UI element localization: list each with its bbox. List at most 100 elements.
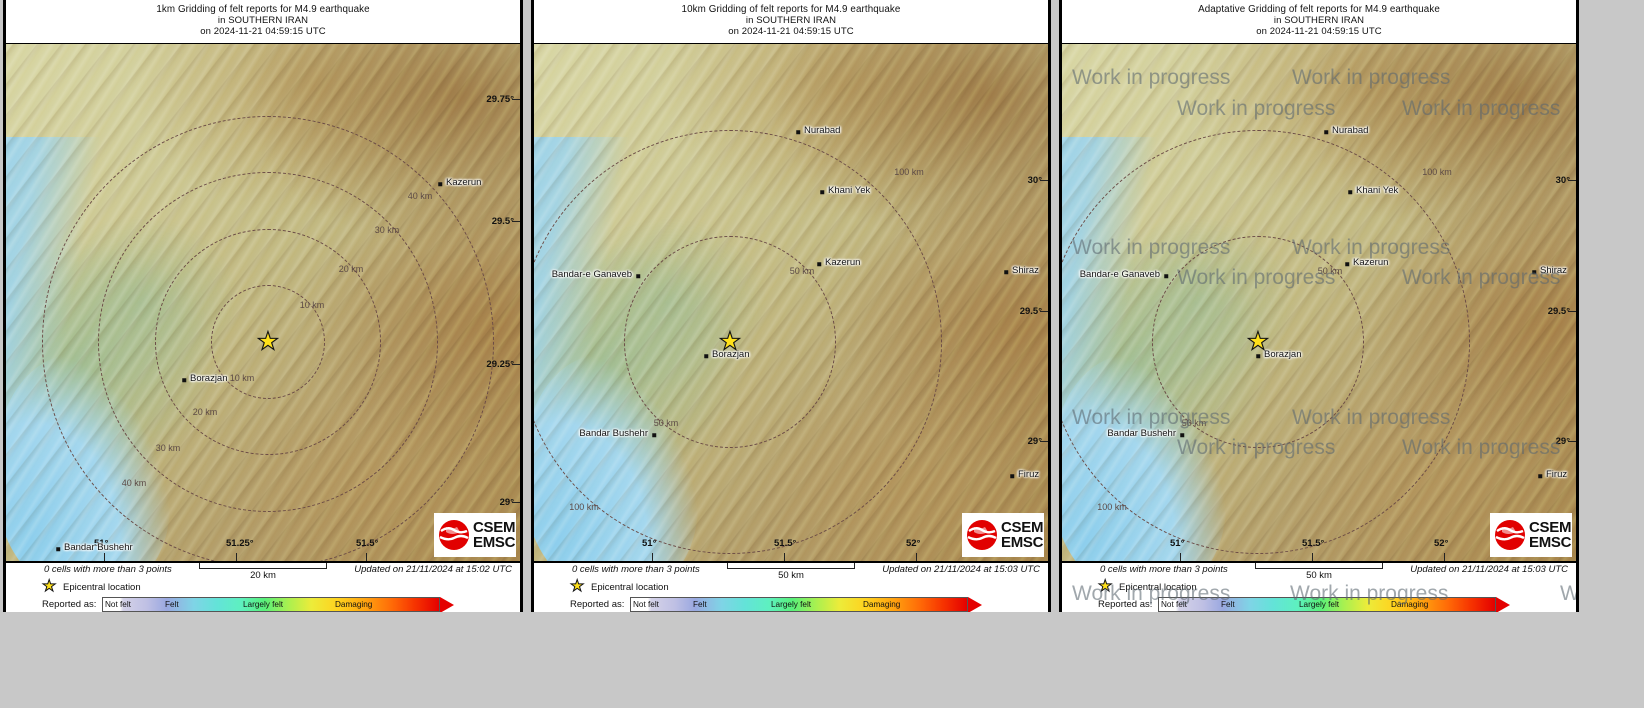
lat-tick-mark [512, 502, 520, 503]
distance-ring-label: 100 km [1422, 167, 1452, 177]
intensity-label: Damaging [1391, 599, 1429, 609]
distance-ring-label: 50 km [1181, 418, 1207, 428]
reported-as-label: Reported as: [1098, 599, 1153, 610]
panel-footer: 0 cells with more than 3 points 50 km Up… [1062, 562, 1576, 612]
lat-tick-label: 29° [1555, 436, 1570, 447]
logo-text: CSEM EMSC [473, 520, 515, 550]
lat-tick-mark [512, 99, 520, 100]
lon-tick-mark [916, 553, 917, 561]
intensity-label: Largely felt [771, 599, 812, 609]
epicentral-location-label: Epicentral location [591, 582, 669, 593]
logo-csem: CSEM [1001, 519, 1044, 536]
footer-row-epicenter: ★ Epicentral location [534, 578, 1048, 596]
panel-container: 1km Gridding of felt reports for M4.9 ea… [3, 0, 1579, 612]
city-dot-icon [182, 378, 186, 382]
lon-tick-label: 51.5° [1302, 538, 1325, 549]
distance-ring-label: 50 km [653, 418, 679, 428]
panel-footer: 0 cells with more than 3 points 20 km Up… [6, 562, 520, 612]
title-line-3: on 2024-11-21 04:59:15 UTC [200, 26, 326, 38]
panel-footer: 0 cells with more than 3 points 50 km Up… [534, 562, 1048, 612]
city-name: Nurabad [804, 125, 841, 136]
city-name: Borazjan [190, 373, 228, 384]
title-line-3: on 2024-11-21 04:59:15 UTC [728, 26, 854, 38]
epicenter-star-icon: ★ [256, 327, 280, 356]
updated-text: Updated on 21/11/2024 at 15:03 UTC [882, 564, 1040, 575]
intensity-scale[interactable]: Not felt Felt Largely felt Damaging [1158, 596, 1510, 612]
distance-ring-label: 20 km [192, 407, 218, 417]
scale-bar: 50 km [727, 563, 855, 581]
intensity-arrow-icon [440, 596, 454, 612]
graticule: 51° 51.5° 52° 30° 29.5° 29° [534, 44, 1048, 561]
city-dot-icon [1256, 354, 1260, 358]
footer-row-scale: 0 cells with more than 3 points 50 km Up… [534, 562, 1048, 581]
city-dot-icon [1538, 474, 1542, 478]
globe-icon [437, 518, 471, 552]
intensity-scale[interactable]: Not felt Felt Largely felt Damaging [102, 596, 454, 612]
city-dot-icon [817, 262, 821, 266]
lat-tick-label: 29.5° [1019, 306, 1042, 317]
distance-ring-label: 100 km [1097, 502, 1127, 512]
title-line-2: in SOUTHERN IRAN [217, 15, 309, 27]
panel-adaptative: Adaptative Gridding of felt reports for … [1059, 0, 1579, 612]
map-canvas[interactable]: 50 km 50 km 100 km 100 km 51° 51.5° 52° 30° 29.… [534, 44, 1048, 562]
city-dot-icon [704, 354, 708, 358]
lat-tick-mark [1568, 180, 1576, 181]
lon-tick-label: 52° [906, 538, 921, 549]
reported-as-label: Reported as: [570, 599, 625, 610]
intensity-label: Not felt [105, 599, 131, 609]
reported-as-label: Reported as: [42, 599, 97, 610]
footer-row-epicenter: ★ Epicentral location [6, 578, 520, 596]
lat-tick-label: 29.75° [486, 94, 514, 105]
lon-tick-mark [366, 553, 367, 561]
lat-tick-mark [1568, 441, 1576, 442]
csem-emsc-logo: CSEM EMSC [434, 513, 516, 557]
city-name: Bandar Bushehr [1107, 428, 1176, 439]
updated-text: Updated on 21/11/2024 at 15:03 UTC [1410, 564, 1568, 575]
distance-ring-label: 40 km [121, 478, 147, 488]
city-name: Borazjan [712, 349, 750, 360]
logo-text: CSEM EMSC [1529, 520, 1571, 550]
epicenter-star-icon: ★ [718, 327, 742, 356]
cells-note: 0 cells with more than 3 points [44, 564, 172, 575]
intensity-label: Largely felt [243, 599, 284, 609]
logo-emsc: EMSC [473, 534, 516, 551]
distance-ring-label: 40 km [407, 191, 433, 201]
panel-1km: 1km Gridding of felt reports for M4.9 ea… [3, 0, 523, 612]
footer-row-scale: 0 cells with more than 3 points 20 km Up… [6, 562, 520, 581]
lat-tick-label: 30° [1555, 175, 1570, 186]
intensity-label: Damaging [863, 599, 901, 609]
city-dot-icon [1004, 270, 1008, 274]
panel-title: Adaptative Gridding of felt reports for … [1062, 0, 1576, 44]
panel-title: 1km Gridding of felt reports for M4.9 ea… [6, 0, 520, 44]
lon-tick-mark [1312, 553, 1313, 561]
distance-ring-label: 10 km [299, 300, 325, 310]
city-dot-icon [1180, 433, 1184, 437]
logo-text: CSEM EMSC [1001, 520, 1043, 550]
lon-tick-mark [1444, 553, 1445, 561]
city-dot-icon [636, 274, 640, 278]
distance-ring-label: 50 km [1317, 266, 1343, 276]
logo-emsc: EMSC [1529, 534, 1572, 551]
map-canvas[interactable]: 50 km 50 km 100 km 100 km 51° 51.5° 52° 30° 29.… [1062, 44, 1576, 562]
map-canvas[interactable]: 10 km 10 km 20 km 20 km 30 km 30 km 40 km 40 km… [6, 44, 520, 562]
city-name: Shiraz [1012, 265, 1039, 276]
lat-tick-mark [1040, 180, 1048, 181]
intensity-scale[interactable]: Not felt Felt Largely felt Damaging [630, 596, 982, 612]
distance-ring-label: 100 km [894, 167, 924, 177]
lat-tick-label: 29° [1027, 436, 1042, 447]
cells-note: 0 cells with more than 3 points [1100, 564, 1228, 575]
intensity-color-bar: Not felt Felt Largely felt Damaging [102, 597, 440, 612]
star-icon: ★ [41, 578, 57, 595]
lat-tick-label: 29.5° [1547, 306, 1570, 317]
lon-tick-label: 51.5° [356, 538, 379, 549]
epicenter-star-icon: ★ [1246, 327, 1270, 356]
city-dot-icon [1010, 474, 1014, 478]
epicentral-location-label: Epicentral location [63, 582, 141, 593]
title-line-3: on 2024-11-21 04:59:15 UTC [1256, 26, 1382, 38]
intensity-label: Largely felt [1299, 599, 1340, 609]
city-dot-icon [1164, 274, 1168, 278]
lat-tick-label: 29° [499, 497, 514, 508]
city-name: Firuz [1546, 469, 1568, 480]
city-dot-icon [796, 130, 800, 134]
